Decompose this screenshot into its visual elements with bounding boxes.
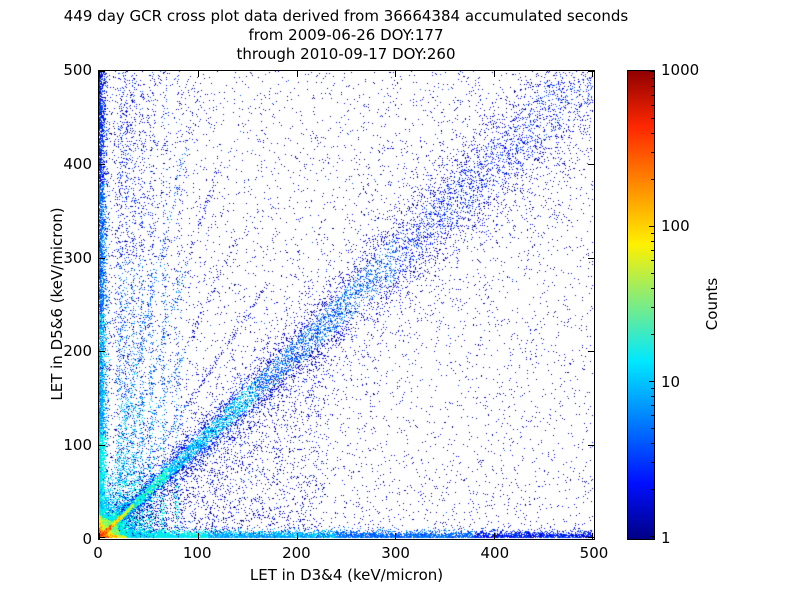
colorbar-tick-mark <box>649 536 654 537</box>
colorbar-minor-tick-mark <box>651 427 654 429</box>
x-tick-label: 300 <box>381 544 410 562</box>
colorbar-minor-tick-mark <box>651 405 654 406</box>
colorbar-minor-tick-mark <box>651 489 654 491</box>
x-tick-label: 200 <box>282 544 311 562</box>
plot-area <box>98 70 595 540</box>
x-tick-mark <box>395 71 397 77</box>
colorbar-minor-tick-mark <box>651 462 654 464</box>
colorbar-label: Counts <box>703 277 721 331</box>
x-tick-label: 400 <box>480 544 510 562</box>
y-tick-label: 200 <box>63 342 92 361</box>
y-tick-label: 400 <box>63 154 92 173</box>
y-tick-mark <box>99 164 105 166</box>
chart-subtitle-from: from 2009-06-26 DOY:177 <box>248 26 444 44</box>
x-tick-label: 500 <box>579 544 609 562</box>
x-tick-mark <box>592 533 593 539</box>
x-tick-mark <box>494 71 496 77</box>
x-tick-mark <box>99 533 100 539</box>
x-tick-mark <box>197 71 199 77</box>
colorbar-tick-mark <box>649 71 654 72</box>
colorbar-minor-tick-mark <box>651 415 654 417</box>
colorbar-minor-tick-mark <box>651 287 654 289</box>
colorbar <box>627 70 655 540</box>
y-tick-label: 500 <box>63 61 92 79</box>
x-tick-mark <box>592 71 593 77</box>
colorbar-minor-tick-mark <box>651 388 654 390</box>
y-tick-mark <box>99 257 105 259</box>
y-tick-mark <box>99 537 105 538</box>
colorbar-minor-tick-mark <box>651 442 654 444</box>
chart-subtitle-through: through 2010-09-17 DOY:260 <box>236 45 456 63</box>
colorbar-minor-tick-mark <box>651 179 654 181</box>
y-tick-mark <box>99 444 105 446</box>
colorbar-minor-tick-mark <box>651 132 654 134</box>
y-tick-mark <box>588 351 594 353</box>
colorbar-minor-tick-mark <box>651 117 654 119</box>
colorbar-tick-label: 1000 <box>661 61 700 79</box>
y-tick-mark <box>588 537 594 538</box>
colorbar-tick-mark <box>649 226 654 227</box>
chart-title-block: 449 day GCR cross plot data derived from… <box>0 7 692 64</box>
x-tick-label: 100 <box>182 544 212 562</box>
y-tick-mark <box>588 164 594 166</box>
colorbar-minor-tick-mark <box>651 95 654 96</box>
chart-title: 449 day GCR cross plot data derived from… <box>63 7 629 25</box>
y-tick-mark <box>588 257 594 259</box>
colorbar-tick-mark <box>649 381 654 382</box>
colorbar-minor-tick-mark <box>651 272 654 274</box>
y-tick-label: 100 <box>63 436 92 455</box>
scatter-density-canvas <box>99 71 594 539</box>
colorbar-minor-tick-mark <box>651 250 654 251</box>
y-tick-mark <box>99 71 105 72</box>
colorbar-minor-tick-mark <box>651 152 654 154</box>
y-tick-label: 0 <box>82 530 92 548</box>
colorbar-minor-tick-mark <box>651 334 654 336</box>
colorbar-minor-tick-mark <box>651 105 654 107</box>
colorbar-minor-tick-mark <box>651 396 654 398</box>
x-tick-mark <box>395 533 397 539</box>
colorbar-minor-tick-mark <box>651 86 654 88</box>
x-axis-label: LET in D3&4 (keV/micron) <box>249 566 444 584</box>
x-tick-label: 0 <box>93 544 103 562</box>
colorbar-minor-tick-mark <box>651 307 654 309</box>
colorbar-tick-label: 100 <box>661 217 690 235</box>
colorbar-minor-tick-mark <box>651 241 654 243</box>
y-tick-mark <box>588 71 594 72</box>
colorbar-minor-tick-mark <box>651 260 654 262</box>
colorbar-tick-label: 10 <box>661 373 681 391</box>
x-tick-mark <box>296 533 298 539</box>
y-tick-label: 300 <box>63 248 92 267</box>
colorbar-minor-tick-mark <box>651 78 654 80</box>
colorbar-minor-tick-mark <box>651 233 654 235</box>
x-tick-mark <box>296 71 298 77</box>
colorbar-tick-label: 1 <box>661 529 671 547</box>
y-tick-mark <box>588 444 594 446</box>
x-tick-mark <box>494 533 496 539</box>
x-tick-mark <box>99 71 100 77</box>
y-tick-mark <box>99 351 105 353</box>
y-axis-label: LET in D5&6 (keV/micron) <box>48 207 66 401</box>
x-tick-mark <box>197 533 199 539</box>
